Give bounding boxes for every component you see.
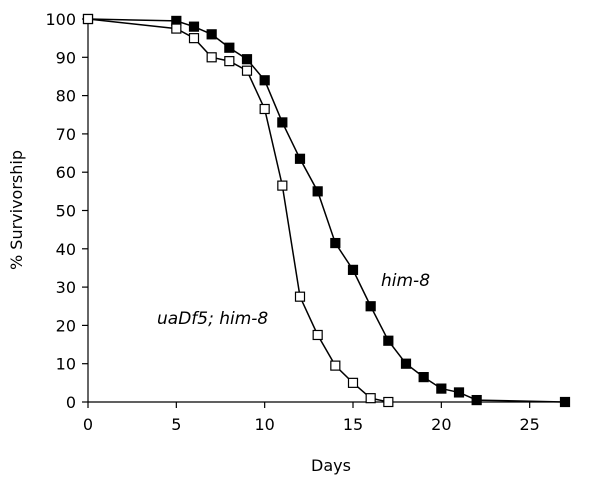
data-point (383, 335, 394, 346)
data-point (347, 264, 359, 275)
series-layer (82, 13, 571, 408)
data-point (224, 42, 235, 53)
data-point (347, 377, 359, 388)
data-point (436, 383, 447, 394)
data-point (259, 103, 270, 115)
y-tick-label: 60 (56, 163, 76, 182)
data-point (277, 180, 288, 191)
data-point (330, 237, 341, 249)
y-tick-label: 90 (56, 48, 76, 67)
y-tick-label: 100 (45, 10, 76, 29)
data-point (400, 358, 412, 369)
y-tick-label: 50 (56, 202, 76, 221)
y-tick-label: 0 (66, 393, 76, 412)
y-tick-label: 20 (56, 316, 76, 335)
data-point (206, 29, 217, 40)
data-point (206, 52, 217, 63)
y-tick-label: 30 (56, 278, 76, 297)
data-point (365, 301, 376, 312)
data-point (418, 372, 429, 383)
axes: 0 5 10 15 20 25 0 10 20 30 40 50 60 70 80 90 100 (45, 10, 565, 434)
series-group (82, 13, 571, 408)
data-point (259, 75, 270, 86)
data-point (224, 56, 235, 67)
x-tick-label: 25 (519, 415, 539, 434)
data-point (453, 387, 465, 398)
x-axis-title: Days (311, 456, 351, 475)
data-point (312, 329, 323, 341)
x-tick-label: 10 (254, 415, 274, 434)
series-line (87, 18, 566, 403)
x-tick-label: 15 (343, 415, 363, 434)
series-label-uadf5-him-8: uaDf5; him-8 (157, 309, 268, 329)
data-point (294, 153, 306, 164)
data-point (171, 23, 182, 34)
data-point (277, 117, 288, 128)
y-tick-label: 40 (56, 240, 76, 259)
data-point (330, 360, 341, 371)
x-tick-label: 0 (83, 415, 93, 434)
series-group (82, 13, 394, 408)
x-tick-label: 5 (171, 415, 181, 434)
data-point (188, 33, 200, 44)
data-point (383, 396, 394, 408)
data-point (241, 65, 253, 76)
y-tick-label: 80 (56, 87, 76, 106)
x-tick-label: 20 (431, 415, 451, 434)
y-tick-label: 10 (56, 355, 76, 374)
data-point (471, 394, 482, 406)
data-point (365, 393, 376, 404)
series-label-him-8: him-8 (381, 271, 430, 291)
data-point (312, 186, 323, 197)
data-point (559, 396, 571, 408)
y-tick-label: 70 (56, 125, 76, 144)
data-point (188, 21, 200, 32)
series-line (87, 18, 389, 403)
data-point (82, 13, 94, 25)
data-point (241, 54, 253, 65)
y-axis-title: % Survivorship (7, 150, 26, 270)
data-point (294, 291, 306, 302)
